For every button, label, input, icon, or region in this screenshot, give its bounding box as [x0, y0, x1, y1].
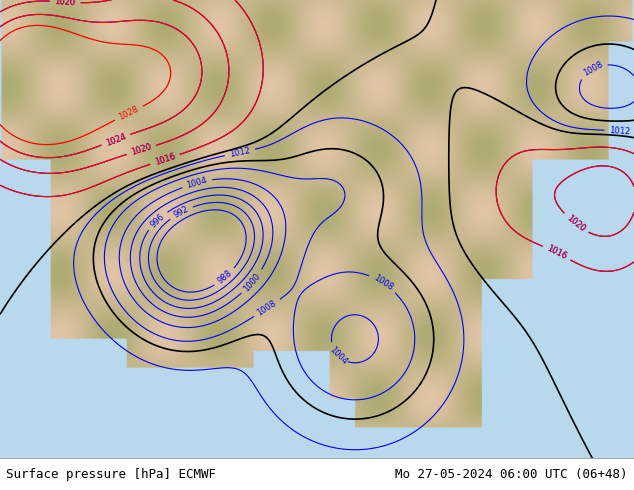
Text: 1024: 1024 — [105, 132, 127, 147]
Text: 1008: 1008 — [372, 273, 394, 293]
Text: 1012: 1012 — [229, 146, 251, 159]
Text: 1020: 1020 — [564, 214, 586, 234]
Text: 1000: 1000 — [242, 271, 262, 293]
Text: 1016: 1016 — [545, 244, 568, 262]
Text: 996: 996 — [148, 212, 166, 229]
Text: Surface pressure [hPa] ECMWF: Surface pressure [hPa] ECMWF — [6, 467, 216, 481]
Text: 1020: 1020 — [55, 0, 76, 7]
Text: 1012: 1012 — [609, 126, 630, 136]
Text: 1020: 1020 — [130, 143, 153, 157]
Text: 1004: 1004 — [186, 176, 209, 190]
Text: 988: 988 — [216, 269, 234, 286]
Text: Mo 27-05-2024 06:00 UTC (06+48): Mo 27-05-2024 06:00 UTC (06+48) — [395, 467, 628, 481]
Text: 1008: 1008 — [256, 298, 278, 318]
Text: 1004: 1004 — [328, 345, 349, 367]
Text: 1016: 1016 — [153, 152, 176, 167]
Text: 1016: 1016 — [545, 244, 568, 262]
Text: 1020: 1020 — [55, 0, 76, 7]
Text: 1020: 1020 — [564, 214, 586, 234]
Text: 992: 992 — [172, 205, 190, 220]
Text: 1028: 1028 — [117, 104, 140, 122]
Text: 1024: 1024 — [105, 132, 127, 147]
Text: 1008: 1008 — [581, 60, 604, 78]
Text: 1020: 1020 — [130, 143, 153, 157]
Text: 1016: 1016 — [153, 152, 176, 167]
